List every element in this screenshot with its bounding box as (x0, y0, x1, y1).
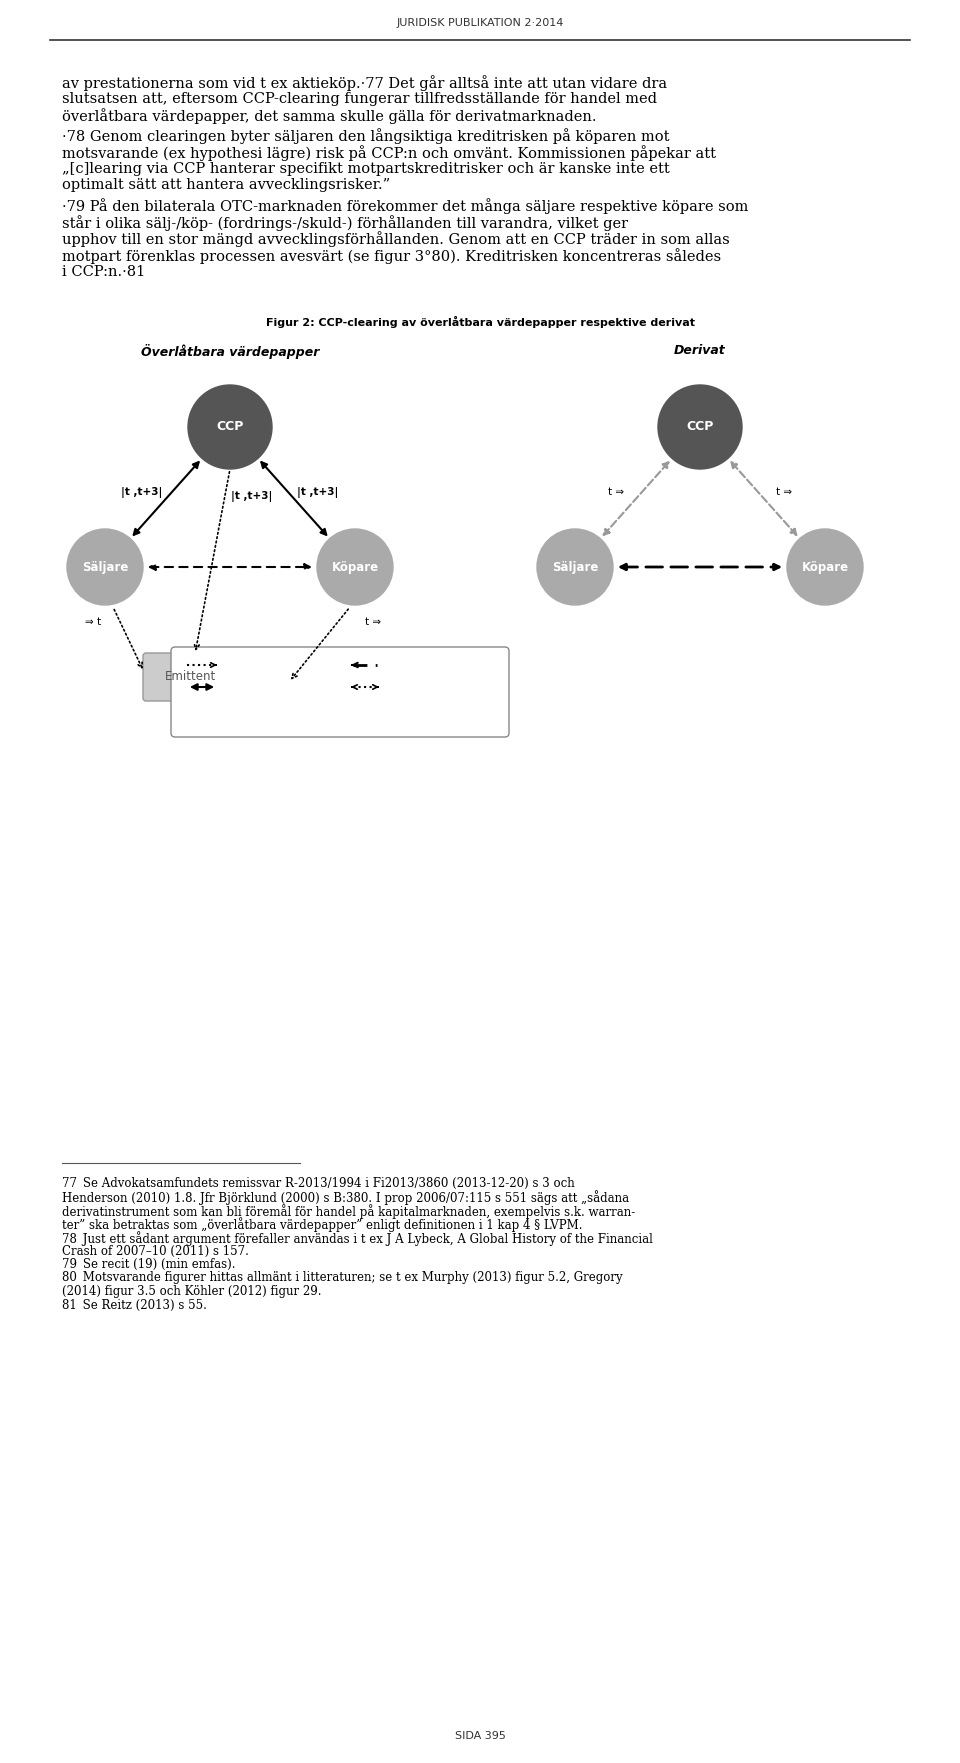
Text: JURIDISK PUBLIKATION 2·2014: JURIDISK PUBLIKATION 2·2014 (396, 18, 564, 28)
Text: (2014) figur 3.5 och Köhler (2012) figur 29.: (2014) figur 3.5 och Köhler (2012) figur… (62, 1285, 322, 1298)
Text: CCP: CCP (216, 421, 244, 434)
Text: Säljare: Säljare (82, 561, 129, 573)
Text: ⇒ t: ⇒ t (84, 617, 101, 628)
Circle shape (188, 384, 272, 469)
Text: Köpare: Köpare (802, 561, 849, 573)
Circle shape (67, 529, 143, 605)
Text: CCP: CCP (686, 421, 713, 434)
Circle shape (537, 529, 613, 605)
Text: ·79 På den bilaterala OTC-marknaden förekommer det många säljare respektive köpa: ·79 På den bilaterala OTC-marknaden före… (62, 199, 749, 215)
Text: ≡ avtal före clearing: ≡ avtal före clearing (382, 682, 490, 693)
Text: |t ,t+3|: |t ,t+3| (231, 492, 273, 502)
Text: 77 Se Advokatsamfundets remissvar R-2013/1994 i Fi2013/3860 (2013-12-20) s 3 och: 77 Se Advokatsamfundets remissvar R-2013… (62, 1178, 575, 1190)
FancyBboxPatch shape (171, 647, 509, 737)
Text: 79 Se recit (19) (min emfas).: 79 Se recit (19) (min emfas). (62, 1259, 235, 1271)
Text: motpart förenklas processen avesvärt (se figur 3°80). Kreditrisken koncentreras : motpart förenklas processen avesvärt (se… (62, 249, 721, 264)
Text: Köpare: Köpare (331, 561, 378, 573)
Text: ≡: ≡ (382, 659, 395, 670)
Circle shape (317, 529, 393, 605)
Text: t ⇒: t ⇒ (776, 488, 792, 497)
Text: t ⇒: t ⇒ (365, 617, 381, 628)
Text: SIDA 395: SIDA 395 (455, 1731, 505, 1742)
Text: Henderson (2010) 1.8. Jfr Björklund (2000) s B:380. I prop 2006/07:115 s 551 säg: Henderson (2010) 1.8. Jfr Björklund (200… (62, 1190, 629, 1206)
Text: Säljare: Säljare (552, 561, 598, 573)
Text: „[c]learing via CCP hanterar specifikt motpartskreditrisker och är kanske inte e: „[c]learing via CCP hanterar specifikt m… (62, 162, 670, 176)
Text: t ≡ tidpunkt för Avslut: t ≡ tidpunkt för Avslut (282, 703, 398, 714)
Text: 81 Se Reitz (2013) s 55.: 81 Se Reitz (2013) s 55. (62, 1299, 206, 1312)
Text: Emittent: Emittent (164, 670, 216, 684)
Text: slutsatsen att, eftersom CCP-clearing fungerar tillfredsställande för handel med: slutsatsen att, eftersom CCP-clearing fu… (62, 92, 657, 106)
Text: ≡: ≡ (222, 659, 235, 670)
FancyBboxPatch shape (143, 652, 237, 702)
Text: kreditrisk: kreditrisk (436, 659, 489, 670)
Text: Överlåtbara värdepapper: Överlåtbara värdepapper (141, 344, 319, 360)
Text: motsvarande (ex hypothesi lägre) risk på CCP:n och omvänt. Kommissionen påpekar : motsvarande (ex hypothesi lägre) risk på… (62, 145, 716, 160)
Text: långsiktig: långsiktig (228, 659, 286, 672)
Text: ter” ska betraktas som „överlåtbara värdepapper” enligt definitionen i 1 kap 4 §: ter” ska betraktas som „överlåtbara värd… (62, 1218, 583, 1232)
Circle shape (658, 384, 742, 469)
Text: ·78 Genom clearingen byter säljaren den långsiktiga kreditrisken på köparen mot: ·78 Genom clearingen byter säljaren den … (62, 129, 669, 145)
Text: optimalt sätt att hantera avvecklingsrisker.”: optimalt sätt att hantera avvecklingsris… (62, 178, 390, 192)
Text: 80 Motsvarande figurer hittas allmänt i litteraturen; se t ex Murphy (2013) figu: 80 Motsvarande figurer hittas allmänt i … (62, 1271, 623, 1285)
Text: t ⇒: t ⇒ (608, 488, 624, 497)
Text: överlåtbara värdepapper, det samma skulle gälla för derivatmarknaden.: överlåtbara värdepapper, det samma skull… (62, 108, 596, 123)
Text: ≡ avtal efter clearing: ≡ avtal efter clearing (222, 682, 333, 693)
Text: Figur 2: CCP-clearing av överlåtbara värdepapper respektive derivat: Figur 2: CCP-clearing av överlåtbara vär… (266, 316, 694, 328)
Text: Derivat: Derivat (674, 344, 726, 356)
Text: kreditrisk: kreditrisk (275, 659, 327, 670)
Text: derivatinstrument som kan bli föremål för handel på kapitalmarknaden, exempelvis: derivatinstrument som kan bli föremål fö… (62, 1204, 636, 1218)
Circle shape (787, 529, 863, 605)
Text: i CCP:n.·81: i CCP:n.·81 (62, 264, 145, 279)
Text: |t ,t+3|: |t ,t+3| (298, 487, 339, 497)
Text: |t ,t+3|: |t ,t+3| (122, 487, 163, 497)
Text: 78 Just ett sådant argument förefaller användas i t ex J A Lybeck, A Global Hist: 78 Just ett sådant argument förefaller a… (62, 1231, 653, 1246)
Text: står i olika sälj-/köp- (fordrings-/skuld-) förhållanden till varandra, vilket g: står i olika sälj-/köp- (fordrings-/skul… (62, 215, 628, 231)
Text: av prestationerna som vid t ex aktieköp.·77 Det går alltså inte att utan vidare : av prestationerna som vid t ex aktieköp.… (62, 76, 667, 92)
Text: upphov till en stor mängd avvecklingsförhållanden. Genom att en CCP träder in so: upphov till en stor mängd avvecklingsför… (62, 231, 730, 247)
Text: Crash of 2007–10 (2011) s 157.: Crash of 2007–10 (2011) s 157. (62, 1245, 249, 1257)
Text: kortsiktig: kortsiktig (388, 659, 444, 670)
